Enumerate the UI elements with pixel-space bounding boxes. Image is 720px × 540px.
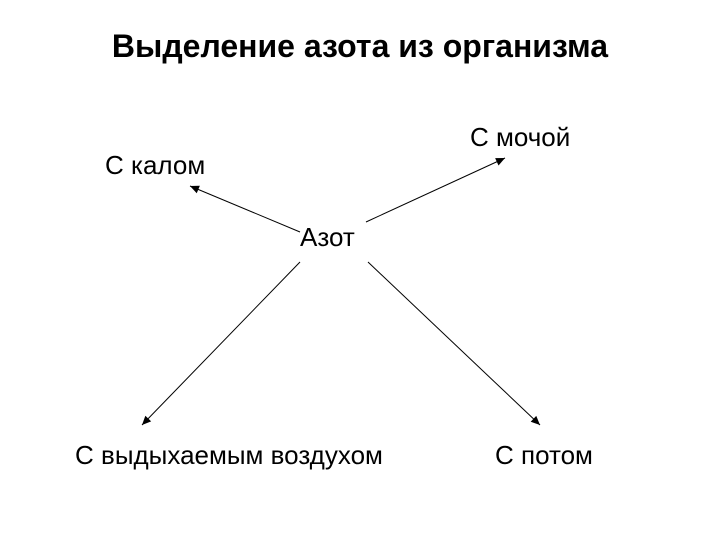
arrow-line [366,158,505,222]
node-feces: С калом [105,150,205,181]
arrow-line [368,262,540,425]
diagram-stage: Выделение азота из организма Азот С кало… [0,0,720,540]
node-breath: С выдыхаемым воздухом [75,440,383,471]
node-sweat: С потом [495,440,593,471]
node-urine: С мочой [470,122,570,153]
arrow-line [190,186,300,232]
node-center: Азот [300,222,355,253]
arrow-line [142,262,300,425]
